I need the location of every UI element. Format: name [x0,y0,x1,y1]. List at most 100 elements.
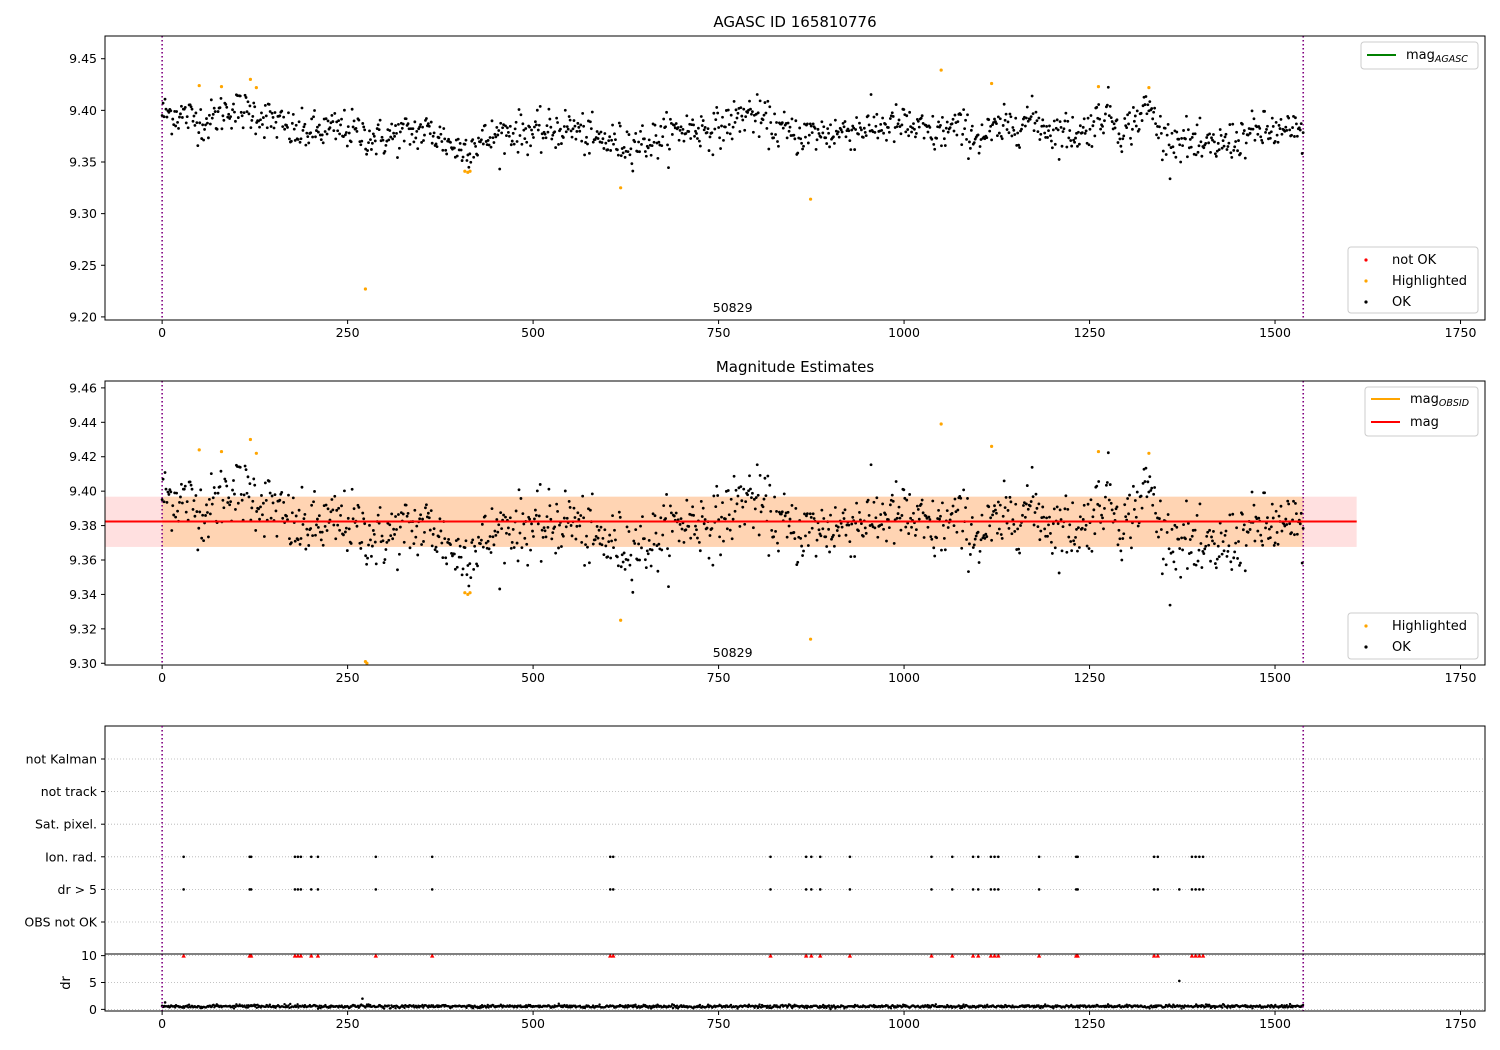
ok-point [1081,518,1085,521]
dr-point [598,1003,601,1006]
ok-point [361,122,365,125]
ok-point [330,498,334,501]
highlighted-point [808,197,813,201]
ok-point [530,522,533,526]
ok-point [514,509,518,513]
ok-point [764,111,768,115]
ok-point [812,517,816,520]
ok-point [1252,117,1256,121]
ok-point [1227,141,1231,145]
ok-point [547,107,551,111]
ok-point [614,538,617,542]
ok-point [1280,132,1284,136]
ok-point [161,477,165,481]
ok-point [428,132,432,136]
flag-point [996,888,1000,891]
ok-point [679,517,683,521]
ok-point [574,137,578,141]
dr-point [775,1004,778,1007]
ok-point [413,120,417,124]
ok-point [890,111,894,115]
ok-point [394,124,397,127]
ok-point [743,522,747,526]
ok-point [1222,549,1226,553]
ok-point [180,482,183,486]
ok-point [961,529,965,533]
ok-point [451,554,454,558]
ok-point [954,510,958,514]
ok-point [994,508,997,512]
ok-point [896,512,900,515]
ok-point [247,495,251,499]
ok-point [814,147,818,151]
ok-point [962,108,966,112]
ok-point [968,553,972,556]
ok-point [1086,502,1090,506]
ok-point [700,515,704,518]
ok-point [162,115,166,119]
ok-point [356,503,360,507]
dr-x-axis: 0 250 500 750 1000 1250 1500 1750 [158,1011,1476,1031]
ok-point [507,532,511,536]
ok-point [782,492,786,496]
ok-point [500,131,504,135]
ok-point [792,133,796,137]
ok-point [351,125,355,129]
ok-point [1288,522,1292,526]
dr-point [1269,1006,1272,1009]
dr-point [670,1005,673,1008]
flag-point [309,855,313,859]
flag-row-label: Sat. pixel. [35,817,97,832]
ok-point [693,134,696,138]
ok-point [1028,117,1032,121]
ok-point [795,563,799,566]
ok-point [1236,557,1239,560]
ok-point [233,110,236,114]
ok-point [836,525,840,529]
ok-point [1055,505,1059,509]
ok-point [299,137,303,141]
ok-point [724,125,727,129]
ok-point [243,464,247,468]
ok-point [261,513,264,517]
ok-point [989,124,993,128]
ok-point [678,523,682,526]
ok-point [452,552,456,556]
ok-point [282,115,286,119]
ok-point [1034,492,1038,496]
ok-point [1264,130,1267,134]
ok-point [169,109,173,113]
ok-point [268,110,272,113]
ok-point [1106,85,1110,89]
ok-point [370,141,374,145]
ok-point [993,117,996,121]
ok-point [494,533,498,537]
ok-point [364,554,368,558]
ok-point [317,123,321,127]
ok-point [805,512,809,516]
ok-point [1007,131,1011,135]
ok-point [1195,514,1199,517]
ok-point [697,126,700,130]
dr-point [382,1007,386,1010]
ok-point [596,536,600,540]
ok-point [529,144,532,148]
flags-plot-area [161,726,1305,954]
ok-point [343,133,347,137]
ok-point [435,550,439,553]
ok-point [1089,114,1093,117]
ok-point [1295,532,1299,536]
ok-point [354,126,358,130]
ok-point [1133,114,1137,118]
ok-point [388,129,392,132]
ok-point [582,516,586,520]
ok-point [798,126,802,130]
ok-point [257,507,260,511]
ok-point [301,128,305,132]
dr-point [591,1004,595,1007]
ok-point [1058,508,1062,512]
ok-point [280,109,284,113]
ok-point [285,123,288,127]
ok-point [523,137,527,141]
ok-point [997,131,1001,135]
